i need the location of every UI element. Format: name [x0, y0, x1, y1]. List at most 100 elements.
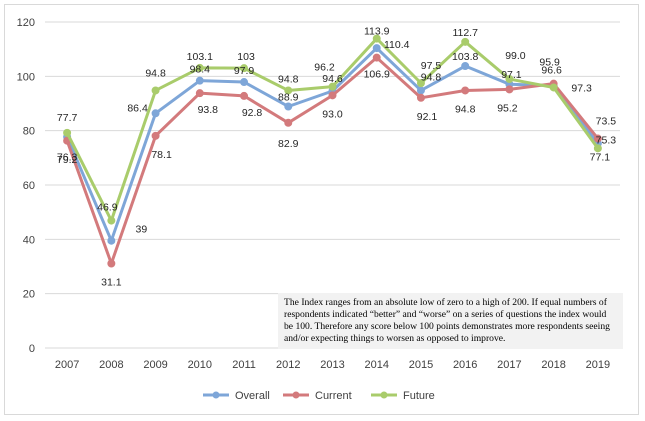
legend-label: Overall — [235, 390, 270, 402]
overall-data-label: 103.8 — [452, 51, 478, 63]
overall-data-label: 98.4 — [190, 64, 211, 76]
future-point — [461, 37, 470, 46]
future-point — [63, 128, 72, 137]
legend-item-future: Future — [371, 390, 435, 402]
y-tick-label: 0 — [29, 343, 35, 355]
current-data-label: 94.8 — [455, 103, 476, 115]
future-point — [549, 83, 558, 92]
future-data-label: 73.5 — [596, 115, 617, 127]
overall-point — [151, 109, 160, 118]
legend-marker — [212, 391, 220, 399]
future-point — [151, 86, 160, 95]
future-point — [195, 63, 204, 72]
future-point — [505, 75, 514, 84]
x-tick-label: 2009 — [143, 359, 167, 371]
series-current — [63, 53, 602, 268]
x-tick-label: 2017 — [497, 359, 521, 371]
x-tick-label: 2013 — [320, 359, 344, 371]
current-point — [461, 86, 470, 95]
legend-label: Future — [403, 390, 435, 402]
current-point — [284, 118, 293, 127]
future-point — [416, 79, 425, 88]
series-lines — [63, 34, 602, 268]
overall-point — [461, 62, 470, 71]
future-data-label: 99.0 — [505, 50, 526, 62]
legend-item-current: Current — [283, 390, 352, 402]
x-tick-label: 2012 — [276, 359, 300, 371]
y-tick-label: 120 — [17, 17, 35, 29]
y-axis-ticks: 0 20 40 60 80 100 120 — [17, 17, 35, 355]
future-data-label: 113.9 — [364, 26, 390, 38]
index-note: The Index ranges from an absolute low of… — [278, 293, 623, 349]
overall-data-label: 110.4 — [384, 39, 410, 51]
legend-label: Current — [315, 390, 352, 402]
future-point — [328, 82, 337, 91]
future-data-label: 103 — [237, 51, 255, 63]
current-point — [372, 53, 381, 62]
legend-item-overall: Overall — [203, 390, 270, 402]
overall-point — [195, 76, 204, 85]
overall-point — [107, 236, 116, 245]
overall-point — [372, 44, 381, 53]
future-data-label: 97.5 — [421, 60, 442, 72]
x-tick-label: 2014 — [364, 359, 388, 371]
future-data-label: 112.7 — [452, 27, 478, 39]
future-point — [372, 34, 381, 43]
legend-marker — [380, 391, 388, 399]
current-point — [328, 91, 337, 100]
overall-point — [416, 86, 425, 95]
future-data-label: 103.1 — [187, 51, 213, 63]
future-data-label: 46.9 — [97, 202, 118, 214]
future-data-label: 79.2 — [57, 154, 78, 166]
future-point — [240, 64, 249, 73]
x-tick-label: 2008 — [99, 359, 123, 371]
current-data-label: 77.1 — [590, 152, 611, 164]
overall-data-label: 77.7 — [57, 112, 78, 124]
current-point — [151, 131, 160, 140]
y-tick-label: 80 — [23, 126, 35, 138]
future-data-label: 96.2 — [314, 62, 335, 74]
x-tick-label: 2011 — [232, 359, 256, 371]
overall-2008-annotation: 39 — [136, 224, 148, 236]
y-tick-label: 60 — [23, 180, 35, 192]
future-data-label: 94.8 — [278, 73, 299, 85]
series-future — [63, 34, 602, 225]
y-tick-label: 20 — [23, 289, 35, 301]
current-data-label: 92.1 — [417, 111, 438, 123]
overall-data-label: 96.6 — [541, 65, 562, 77]
current-point — [195, 89, 204, 98]
overall-data-label: 86.4 — [127, 102, 148, 114]
future-point — [284, 86, 293, 95]
current-data-label: 93.8 — [198, 104, 219, 116]
current-point — [593, 134, 602, 143]
y-tick-label: 100 — [17, 71, 35, 83]
current-point — [240, 91, 249, 100]
current-data-label: 78.1 — [151, 149, 172, 161]
current-point — [416, 93, 425, 102]
current-data-label: 76.3 — [57, 152, 78, 164]
x-tick-label: 2016 — [453, 359, 477, 371]
current-point — [505, 85, 514, 94]
future-point — [593, 144, 602, 153]
current-data-label: 92.8 — [242, 107, 263, 119]
overall-point — [284, 102, 293, 111]
x-tick-label: 2019 — [586, 359, 610, 371]
x-tick-label: 2010 — [188, 359, 212, 371]
legend-marker — [292, 391, 300, 399]
overall-data-label: 94.6 — [322, 73, 343, 85]
current-data-label: 31.1 — [101, 277, 122, 289]
x-tick-label: 2007 — [55, 359, 79, 371]
data-labels: 77.7 86.4 98.4 97.9 88.9 94.6 110.4 94.8 103.8 97… — [57, 26, 616, 289]
overall-data-label: 88.9 — [278, 91, 299, 103]
current-data-label: 82.9 — [278, 138, 299, 150]
overall-point — [240, 78, 249, 87]
x-tick-label: 2015 — [409, 359, 433, 371]
x-axis-ticks: 2007 2008 2009 2010 2011 2012 2013 2014 2015 2016… — [55, 359, 610, 371]
y-tick-label: 40 — [23, 234, 35, 246]
current-data-label: 97.3 — [571, 83, 592, 95]
current-point — [107, 259, 116, 268]
overall-data-label: 94.8 — [421, 71, 442, 83]
current-data-label: 106.9 — [364, 69, 390, 81]
future-data-label: 95.9 — [539, 56, 560, 68]
